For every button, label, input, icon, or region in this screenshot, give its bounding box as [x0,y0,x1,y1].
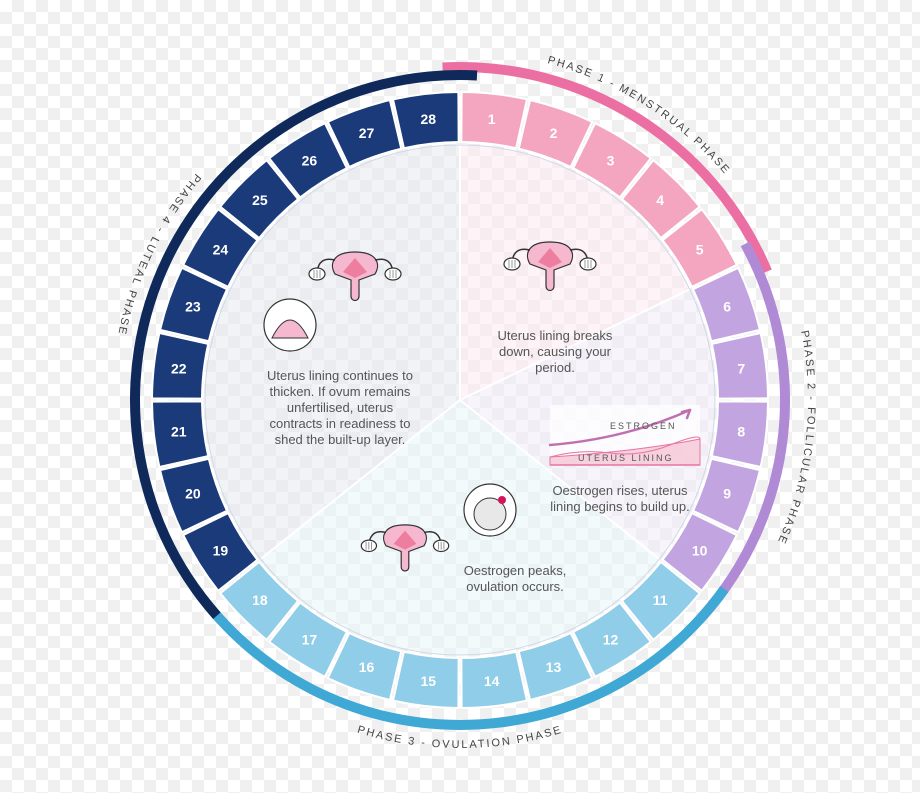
follicular-mini-chart: ESTROGEN UTERUS LINING [550,405,700,465]
day-number-17: 17 [302,632,318,648]
day-number-8: 8 [737,424,745,440]
day-number-21: 21 [171,424,187,440]
day-number-19: 19 [213,543,229,559]
desc-luteal: Uterus lining continues tothicken. If ov… [267,368,413,447]
day-number-23: 23 [185,299,201,315]
day-number-9: 9 [723,485,731,501]
uterus-lining-label: UTERUS LINING [578,453,674,463]
day-number-24: 24 [213,241,229,257]
day-number-12: 12 [603,632,619,648]
menstrual-cycle-diagram: 1234567891011121314151617181920212223242… [0,0,920,793]
day-number-18: 18 [252,592,268,608]
day-number-2: 2 [550,125,558,141]
day-number-15: 15 [421,673,437,689]
day-number-4: 4 [656,192,664,208]
day-number-7: 7 [737,360,745,376]
estrogen-label: ESTROGEN [610,421,677,431]
day-number-13: 13 [546,659,562,675]
day-number-26: 26 [302,152,318,168]
day-number-1: 1 [488,111,496,127]
day-number-14: 14 [484,673,500,689]
day-number-3: 3 [607,152,615,168]
desc-ovulation: Oestrogen peaks,ovulation occurs. [464,563,567,594]
day-number-5: 5 [696,241,704,257]
day-number-10: 10 [692,543,708,559]
day-number-25: 25 [252,192,268,208]
day-number-6: 6 [723,299,731,315]
cycle-sectors [205,145,715,655]
day-number-11: 11 [653,592,668,608]
day-number-28: 28 [421,111,437,127]
day-number-20: 20 [185,485,201,501]
day-number-22: 22 [171,360,187,376]
desc-follicular: Oestrogen rises, uteruslining begins to … [550,483,690,514]
day-number-27: 27 [359,125,375,141]
day-number-16: 16 [359,659,375,675]
